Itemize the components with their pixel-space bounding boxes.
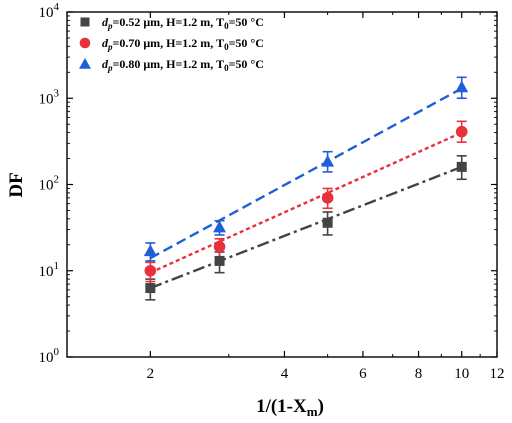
fit-line (149, 131, 463, 274)
legend-part: 0 (224, 63, 229, 73)
legend-part: =50 °C (229, 15, 264, 29)
legend-part: d (102, 36, 109, 50)
y-tick-exponent: 4 (54, 1, 60, 13)
legend-part: p (107, 63, 113, 73)
y-tick-base: 10 (39, 264, 54, 280)
y-tick-label: 103 (39, 87, 60, 107)
legend-part: =50 °C (229, 36, 264, 50)
legend: dp=0.52 μm, H=1.2 m, T0=50 °Cdp=0.70 μm,… (79, 15, 264, 73)
data-point (144, 264, 157, 277)
data-point (321, 192, 334, 204)
fit-lines (149, 87, 463, 290)
data-point (143, 244, 157, 257)
x-tick-label: 4 (281, 366, 289, 382)
data-point (145, 283, 156, 294)
legend-entry: dp=0.52 μm, H=1.2 m, T0=50 °C (102, 15, 264, 31)
y-tick-label: 100 (39, 346, 60, 366)
data-point (321, 154, 335, 167)
data-markers (143, 80, 469, 294)
data-point (213, 220, 227, 233)
y-tick-base: 10 (39, 91, 54, 107)
y-tick-base: 10 (39, 350, 54, 366)
fit-line (149, 165, 463, 290)
legend-part: p (107, 42, 113, 52)
y-tick-label: 101 (39, 260, 60, 280)
legend-part: =50 °C (229, 57, 264, 71)
y-tick-exponent: 0 (54, 346, 60, 358)
x-tick-label: 6 (359, 366, 367, 382)
y-tick-exponent: 2 (54, 174, 60, 186)
y-tick-base: 10 (39, 5, 54, 21)
data-point (455, 125, 468, 138)
legend-part: d (102, 57, 109, 71)
y-tick-label: 102 (39, 174, 60, 194)
legend-marker (80, 17, 90, 27)
x-axis-title: 1/(1-Xm) (256, 396, 324, 419)
x-tick-label: 2 (147, 366, 155, 382)
x-tick-label: 10 (454, 366, 469, 382)
x-axis-title-main: 1/(1-X (256, 396, 307, 417)
data-point (455, 80, 469, 93)
legend-part: =0.52 μm, H=1.2 m, T (113, 15, 225, 29)
legend-part: 0 (224, 42, 229, 52)
legend-part: 0 (224, 21, 229, 31)
data-point (214, 255, 225, 266)
legend-entry: dp=0.70 μm, H=1.2 m, T0=50 °C (102, 36, 264, 52)
x-tick-label: 8 (415, 366, 423, 382)
legend-part: =0.70 μm, H=1.2 m, T (113, 36, 225, 50)
legend-part: =0.80 μm, H=1.2 m, T (113, 57, 225, 71)
y-tick-label: 104 (39, 1, 60, 21)
data-point (456, 161, 467, 172)
y-axis-title: DF (6, 172, 27, 197)
y-tick-exponent: 3 (54, 87, 60, 99)
legend-part: p (107, 21, 113, 31)
y-tick-exponent: 1 (54, 260, 60, 272)
x-tick-label: 12 (490, 366, 505, 382)
legend-marker (79, 58, 91, 69)
fit-line (149, 87, 463, 260)
legend-marker (79, 37, 91, 49)
data-point (213, 240, 226, 253)
legend-entry: dp=0.80 μm, H=1.2 m, T0=50 °C (102, 57, 264, 73)
x-axis-title-sub: m (307, 404, 318, 419)
x-axis-title-close: ) (318, 396, 324, 417)
legend-part: d (102, 15, 109, 29)
y-tick-base: 10 (39, 178, 54, 194)
data-point (322, 217, 333, 228)
